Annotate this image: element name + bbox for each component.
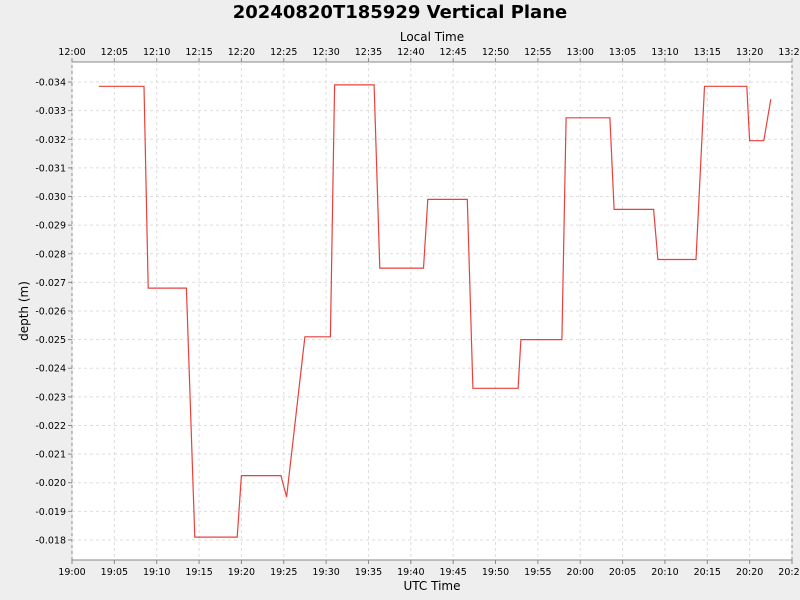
- series-line-0: [98, 84, 772, 538]
- axes: 19:00 12:00 19:05 12:05 19:10 12:10 19:15 12:15…: [35, 47, 800, 578]
- x2-tick-label: 12:50: [482, 47, 509, 58]
- x2-tick-label: 13:05: [609, 47, 636, 58]
- x2-tick-label: 12:25: [270, 47, 297, 58]
- y-tick-label: -0.018: [35, 535, 66, 546]
- y-tick-label: -0.019: [35, 507, 66, 518]
- x-tick-label: 20:05: [609, 567, 636, 578]
- y-tick-label: -0.027: [35, 278, 66, 289]
- x-tick-label: 19:45: [439, 567, 466, 578]
- x2-tick-label: 13:20: [736, 47, 763, 58]
- x2-tick-label: 13:15: [694, 47, 721, 58]
- y-tick-label: -0.022: [35, 421, 66, 432]
- x-tick-label: 19:40: [397, 567, 424, 578]
- grid: [71, 62, 793, 560]
- x2-tick-label: 12:05: [101, 47, 128, 58]
- x2-tick-label: 13:25: [778, 47, 800, 58]
- x-tick-label: 19:25: [270, 567, 297, 578]
- series-group: [98, 84, 772, 538]
- y-tick-label: -0.029: [35, 221, 66, 232]
- x2-tick-label: 12:00: [58, 47, 85, 58]
- y-tick-label: -0.028: [35, 249, 66, 260]
- y-tick-label: -0.032: [35, 135, 66, 146]
- y-tick-label: -0.034: [35, 78, 66, 89]
- x2-tick-label: 12:15: [185, 47, 212, 58]
- y-axis-title: depth (m): [17, 281, 31, 341]
- x-tick-label: 20:20: [736, 567, 763, 578]
- x-tick-label: 19:15: [185, 567, 212, 578]
- x-tick-label: 19:20: [228, 567, 255, 578]
- x-tick-label: 20:10: [651, 567, 678, 578]
- y-tick-label: -0.031: [35, 163, 66, 174]
- x-axis-title: UTC Time: [404, 579, 461, 593]
- x2-tick-label: 13:00: [567, 47, 594, 58]
- x-tick-label: 20:00: [567, 567, 594, 578]
- x2-axis-title: Local Time: [400, 30, 464, 44]
- x-tick-label: 19:00: [58, 567, 85, 578]
- x2-tick-label: 12:10: [143, 47, 170, 58]
- x-tick-label: 19:30: [312, 567, 339, 578]
- y-tick-label: -0.023: [35, 392, 66, 403]
- x-tick-label: 20:25: [778, 567, 800, 578]
- x2-tick-label: 12:35: [355, 47, 382, 58]
- x-tick-label: 19:50: [482, 567, 509, 578]
- y-tick-label: -0.024: [35, 364, 66, 375]
- x-tick-label: 19:55: [524, 567, 551, 578]
- x2-tick-label: 12:40: [397, 47, 424, 58]
- y-tick-label: -0.033: [35, 106, 66, 117]
- y-tick-label: -0.025: [35, 335, 66, 346]
- x2-tick-label: 12:20: [228, 47, 255, 58]
- x2-tick-label: 12:30: [312, 47, 339, 58]
- x2-tick-label: 13:10: [651, 47, 678, 58]
- x-tick-label: 20:15: [694, 567, 721, 578]
- y-tick-label: -0.020: [35, 478, 66, 489]
- x-tick-label: 19:10: [143, 567, 170, 578]
- x2-tick-label: 12:45: [439, 47, 466, 58]
- y-tick-label: -0.030: [35, 192, 66, 203]
- x2-tick-label: 12:55: [524, 47, 551, 58]
- y-tick-label: -0.021: [35, 450, 66, 461]
- x-tick-label: 19:35: [355, 567, 382, 578]
- x-tick-label: 19:05: [101, 567, 128, 578]
- y-tick-label: -0.026: [35, 307, 66, 318]
- chart-title: 20240820T185929 Vertical Plane: [233, 2, 567, 23]
